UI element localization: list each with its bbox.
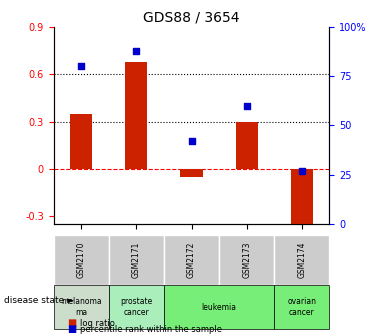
Point: [244, 103, 250, 109]
FancyBboxPatch shape: [274, 285, 329, 329]
FancyBboxPatch shape: [219, 235, 274, 285]
Text: disease state ►: disease state ►: [4, 296, 74, 305]
Text: GSM2171: GSM2171: [132, 242, 141, 278]
Point: [188, 138, 195, 144]
Text: prostate
cancer: prostate cancer: [120, 297, 152, 317]
Text: GSM2172: GSM2172: [187, 242, 196, 278]
Text: ovarian
cancer: ovarian cancer: [287, 297, 316, 317]
Text: ■: ■: [67, 324, 76, 334]
Text: percentile rank within the sample: percentile rank within the sample: [80, 325, 223, 334]
FancyBboxPatch shape: [164, 235, 219, 285]
Bar: [236, 122, 258, 169]
Text: GSM2170: GSM2170: [77, 242, 86, 278]
Text: leukemia: leukemia: [201, 303, 237, 312]
Bar: [291, 169, 313, 224]
Bar: [70, 114, 92, 169]
FancyBboxPatch shape: [54, 235, 109, 285]
Text: GSM2173: GSM2173: [242, 242, 251, 278]
Point: [78, 64, 84, 69]
Title: GDS88 / 3654: GDS88 / 3654: [143, 10, 240, 24]
FancyBboxPatch shape: [109, 235, 164, 285]
FancyBboxPatch shape: [109, 285, 164, 329]
FancyBboxPatch shape: [164, 285, 274, 329]
Text: ■: ■: [67, 318, 76, 328]
Bar: [125, 61, 147, 169]
Text: melanoma
ma: melanoma ma: [61, 297, 101, 317]
Bar: [180, 169, 203, 177]
Point: [133, 48, 139, 53]
Point: [299, 168, 305, 173]
Text: log ratio: log ratio: [80, 319, 115, 328]
Text: GSM2174: GSM2174: [297, 242, 306, 278]
FancyBboxPatch shape: [274, 235, 329, 285]
FancyBboxPatch shape: [54, 285, 109, 329]
